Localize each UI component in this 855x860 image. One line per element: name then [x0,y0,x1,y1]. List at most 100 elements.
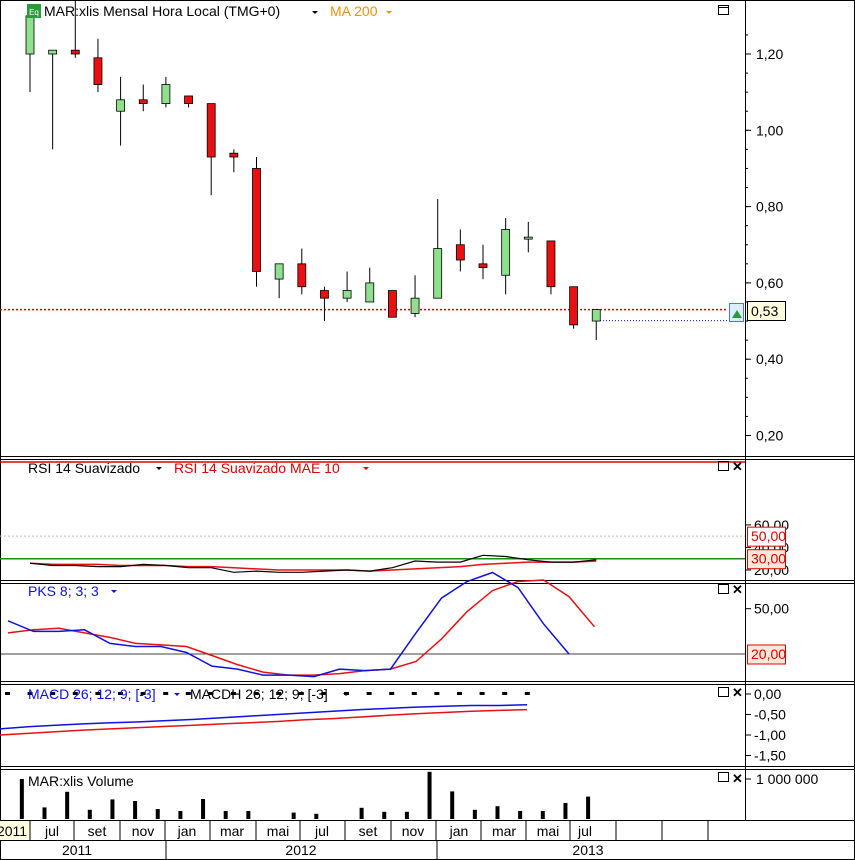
candle-down [229,152,239,158]
volume-bar [133,801,138,819]
candle-up [116,99,125,112]
rsi-dropdown-icon[interactable] [156,467,162,470]
volume-bar [563,803,568,819]
candle-down [184,95,193,104]
rsi-ma-series-line [29,560,597,572]
volume-bar [87,809,92,819]
x-month-label: 2011 [0,823,27,839]
candle-down [206,103,216,158]
chart-title[interactable]: MAR:xlis Mensal Hora Local (TMG+0) [44,3,280,19]
x-month-label: mar [220,823,244,839]
maximize-stoch-icon[interactable] [718,584,729,594]
macd-histogram-bar [27,692,33,695]
macd-histogram-bar [276,692,282,695]
stoch-k-series-line [7,571,570,678]
equity-badge: Eq [29,8,39,17]
macd-histogram-bar [321,692,327,695]
macd-histogram-bar [50,692,56,695]
macd-histogram-bar [140,692,146,695]
stoch-label[interactable]: PKS 8; 3; 3 [28,583,99,599]
macd-histogram-bar [524,692,530,695]
candle-down [138,99,148,104]
maximize-price-icon[interactable] [718,5,729,15]
macd-histogram-bar [231,692,236,695]
macd-histogram-bar [366,692,372,695]
volume-bar [518,811,523,819]
candle-down [546,240,556,288]
macd-histogram-bar [502,692,508,695]
candle-down [252,168,261,272]
candle-up [433,248,443,299]
volume-bar [314,813,319,819]
x-month-label: mai [537,823,560,839]
macd-histogram-bar [208,692,214,695]
macd-ytick-label: 0,00 [754,686,781,702]
volume-bar [359,807,364,819]
candle-up [274,263,284,280]
macd-histogram-bar [118,692,123,695]
maximize-rsi-icon[interactable] [718,461,729,471]
rsi-level-30-label: 30,00 [751,551,786,567]
x-month-label: jul [314,823,329,839]
volume-bar [201,799,206,819]
x-month-label: jan [177,823,197,839]
ma-overlay-label[interactable]: MA 200 [330,3,378,19]
x-year-label: 2011 [62,842,92,858]
candle-down [569,286,578,326]
price-ytick-label: 1,20 [756,46,783,62]
macd-histogram-bar [389,692,395,695]
volume-bar [404,811,409,819]
stoch-dropdown-icon[interactable] [111,590,117,593]
close-rsi-icon[interactable]: ✕ [732,459,743,474]
volume-bar [19,779,24,819]
price-up-arrow-icon [732,310,742,318]
x-year-label: 2013 [572,842,603,858]
x-month-label: set [359,823,378,839]
macd-hist-label[interactable]: MACDH 26; 12; 9; [-3] [190,686,328,702]
candle-up [25,15,35,55]
candle-up [365,282,375,303]
ma-dropdown-icon[interactable] [386,11,392,14]
macd-hist-dropdown-icon[interactable] [343,693,349,696]
candle-down [70,49,80,55]
candle-up [501,229,511,276]
volume-bar [291,812,296,819]
candle-down [478,263,488,269]
rsi-ma-dropdown-icon[interactable] [363,467,369,470]
maximize-macd-icon[interactable] [718,687,729,697]
x-month-label: mai [267,823,290,839]
macd-histogram-bar [434,692,440,695]
x-month-label: nov [132,823,155,839]
macd-histogram-bar [457,692,462,695]
title-dropdown-icon[interactable] [312,11,318,14]
volume-bar [178,811,183,819]
price-ytick-label: 0,40 [756,351,783,367]
maximize-volume-icon[interactable] [718,772,729,782]
close-stoch-icon[interactable]: ✕ [732,582,743,597]
volume-bar [223,811,228,819]
candle-down [320,290,329,299]
candle-down [455,244,465,261]
stoch-level-label: 20,00 [751,646,786,662]
macd-series-line [0,703,528,730]
macd-signal-series-line [0,708,528,736]
macd-label[interactable]: MACD 26; 12; 9; [-3] [28,686,156,702]
rsi-ma-label[interactable]: RSI 14 Suavizado MAE 10 [174,460,340,476]
close-volume-icon[interactable]: ✕ [732,771,743,786]
x-month-label: set [88,823,107,839]
rsi-label[interactable]: RSI 14 Suavizado [28,460,140,476]
x-month-label: mar [492,823,516,839]
rsi-level-50-label: 50,00 [751,528,786,544]
volume-label[interactable]: MAR:xlis Volume [28,773,134,789]
macd-histogram-bar [479,692,485,695]
rsi-series-line [29,554,597,573]
volume-bar [246,811,251,819]
volume-bar [65,791,70,819]
volume-bar [495,806,500,819]
macd-histogram-bar [185,692,191,695]
equity-badge-icon [27,4,41,18]
x-month-label: nov [402,823,425,839]
close-macd-icon[interactable]: ✕ [732,685,743,700]
macd-dropdown-icon[interactable] [174,693,180,696]
